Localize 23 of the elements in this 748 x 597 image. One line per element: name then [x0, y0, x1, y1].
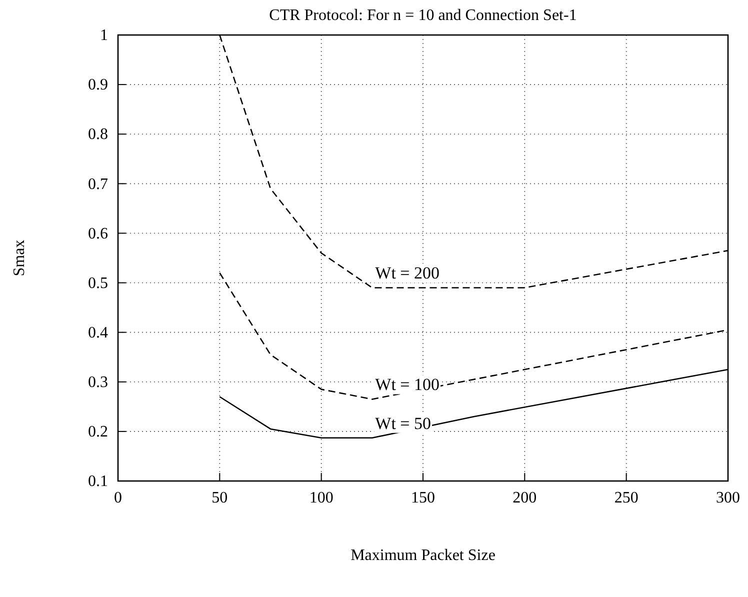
y-axis-title: Smax	[11, 240, 28, 276]
series-label: Wt = 100	[375, 375, 440, 394]
chart-title: CTR Protocol: For n = 10 and Connection Set-1	[269, 7, 577, 24]
y-tick-label: 0.8	[88, 126, 108, 144]
y-tick-label: 0.1	[88, 473, 108, 490]
x-tick-label: 250	[614, 489, 638, 506]
y-tick-label: 0.6	[88, 225, 108, 242]
y-tick-label: 0.2	[88, 424, 108, 441]
y-tick-label: 0.5	[88, 274, 108, 292]
x-tick-label: 0	[114, 489, 122, 506]
x-axis-title: Maximum Packet Size	[350, 547, 496, 564]
x-tick-label: 50	[212, 489, 228, 506]
y-tick-label: 0.4	[88, 324, 108, 342]
x-tick-label: 150	[411, 489, 435, 506]
y-tick-label: 0.9	[88, 76, 108, 94]
y-tick-label: 0.7	[88, 176, 108, 193]
y-tick-label: 0.3	[88, 374, 108, 392]
y-tick-label: 1	[100, 27, 108, 44]
series-label: Wt = 50	[375, 414, 432, 433]
x-tick-label: 100	[309, 489, 334, 506]
series-label: Wt = 200	[375, 264, 440, 283]
x-tick-label: 200	[512, 489, 537, 506]
x-tick-label: 300	[716, 489, 740, 506]
